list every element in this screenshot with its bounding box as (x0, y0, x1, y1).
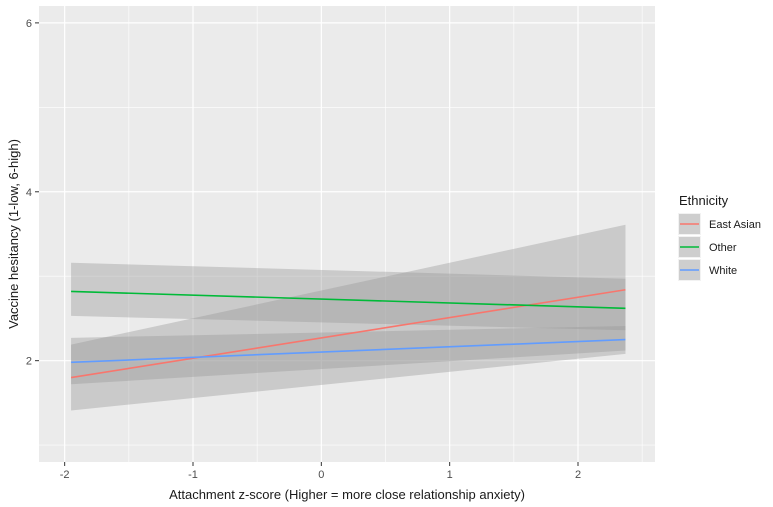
y-tick-label: 6 (26, 18, 32, 30)
y-tick-label: 4 (26, 187, 32, 199)
x-tick-label: 1 (447, 469, 453, 481)
legend-label-white: White (709, 265, 737, 277)
x-axis-title: Attachment z-score (Higher = more close … (169, 487, 525, 502)
legend-label-east-asian: East Asian (709, 219, 761, 231)
x-tick-label: 2 (575, 469, 581, 481)
x-axis: -2 -1 0 1 2 (60, 462, 581, 481)
y-tick-label: 2 (26, 356, 32, 368)
x-tick-label: -2 (60, 469, 70, 481)
legend: Ethnicity East Asian Other White (678, 193, 761, 281)
trend-line-white (71, 338, 626, 364)
confidence-band-white (71, 326, 626, 385)
minor-gridlines (39, 6, 655, 462)
major-gridlines (39, 6, 655, 462)
confidence-band-other (71, 262, 626, 331)
trend-lines (70, 288, 626, 379)
legend-title: Ethnicity (679, 193, 729, 208)
legend-label-other: Other (709, 242, 737, 254)
x-tick-label: -1 (188, 469, 198, 481)
y-axis: 2 4 6 (26, 18, 39, 368)
confidence-ribbons (71, 224, 626, 411)
confidence-band-east-asian (71, 224, 626, 411)
x-tick-label: 0 (318, 469, 324, 481)
y-axis-title: Vaccine hesitancy (1-low, 6-high) (6, 139, 21, 329)
panel-background (39, 6, 655, 462)
trend-line-east-asian (70, 288, 626, 379)
trend-line-other (71, 290, 626, 310)
